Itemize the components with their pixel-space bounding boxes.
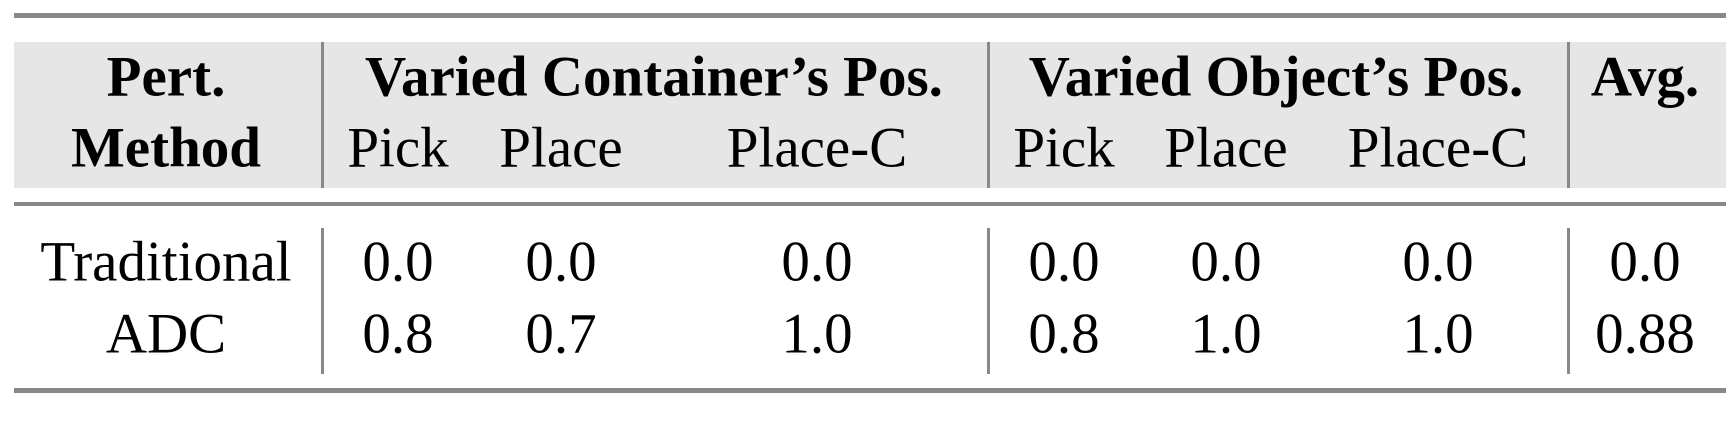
cell-avg: 0.0: [1609, 230, 1681, 294]
header-group-container: Varied Container’s Pos.: [365, 45, 943, 109]
row-method: Traditional: [40, 230, 292, 294]
cell-value: 1.0: [1402, 302, 1474, 366]
cell-value: 0.0: [362, 230, 434, 294]
cell-value: 0.8: [1028, 302, 1100, 366]
subheader-pick: Pick: [1013, 116, 1115, 180]
cell-value: 1.0: [781, 302, 853, 366]
top-rule: [14, 13, 1726, 18]
body-divider: [321, 228, 324, 374]
cell-value: 0.0: [1402, 230, 1474, 294]
header-group-object: Varied Object’s Pos.: [1028, 45, 1524, 109]
bottom-rule: [14, 388, 1726, 393]
header-background: [14, 42, 1726, 188]
header-divider: [321, 42, 324, 188]
row-method: ADC: [105, 302, 227, 366]
header-divider: [987, 42, 990, 188]
cell-value: 0.0: [525, 230, 597, 294]
cell-value: 0.0: [1028, 230, 1100, 294]
cell-value: 1.0: [1190, 302, 1262, 366]
header-divider: [1567, 42, 1570, 188]
cell-value: 0.8: [362, 302, 434, 366]
cell-value: 0.0: [781, 230, 853, 294]
subheader-place: Place: [1164, 116, 1288, 180]
header-method-line1: Pert.: [106, 45, 226, 109]
subheader-place-c: Place-C: [1347, 116, 1529, 180]
cell-avg: 0.88: [1595, 302, 1695, 366]
header-method-line2: Method: [71, 116, 261, 180]
body-divider: [987, 228, 990, 374]
subheader-pick: Pick: [347, 116, 449, 180]
subheader-place-c: Place-C: [726, 116, 908, 180]
cell-value: 0.0: [1190, 230, 1262, 294]
body-divider: [1567, 228, 1570, 374]
mid-rule: [14, 202, 1726, 206]
header-avg: Avg.: [1590, 45, 1700, 109]
subheader-place: Place: [499, 116, 623, 180]
cell-value: 0.7: [525, 302, 597, 366]
